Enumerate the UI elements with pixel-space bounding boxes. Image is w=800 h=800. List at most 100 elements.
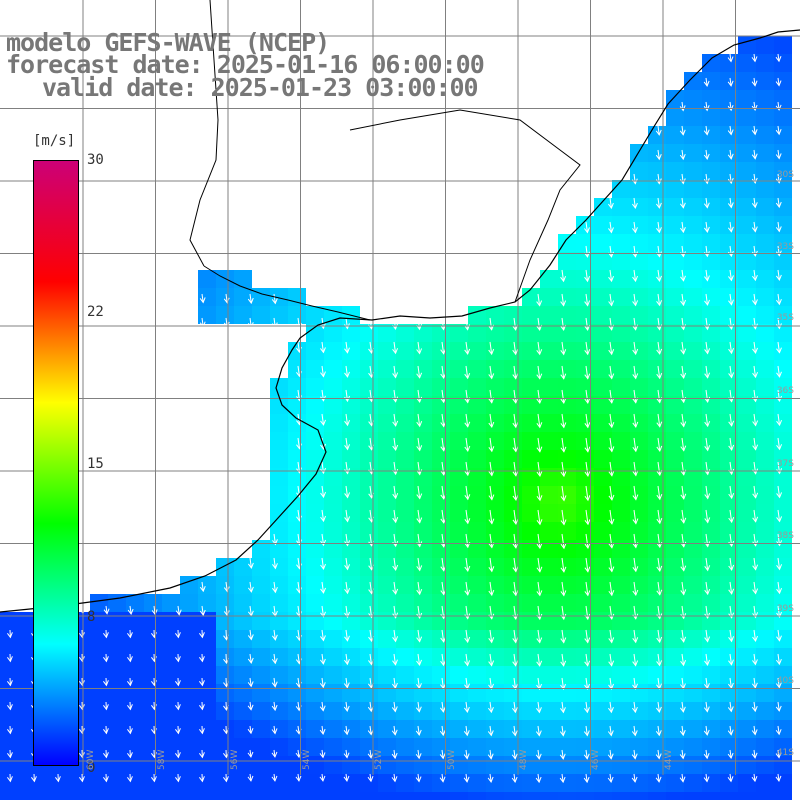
wind-speed-cell — [450, 684, 468, 702]
wind-speed-cell — [576, 738, 594, 756]
wind-speed-cell — [432, 684, 450, 702]
wind-speed-cell — [738, 234, 756, 252]
wind-arrow — [464, 485, 471, 501]
wind-speed-cell — [162, 630, 180, 648]
wind-speed-cell — [702, 108, 720, 126]
wind-arrow — [343, 701, 350, 712]
wind-arrow — [247, 653, 254, 664]
wind-speed-cell — [306, 486, 324, 504]
wind-speed-cell — [342, 432, 360, 450]
wind-arrow — [7, 749, 13, 759]
wind-speed-cell — [198, 702, 216, 720]
wind-speed-cell — [324, 504, 342, 522]
wind-arrow — [751, 149, 758, 160]
wind-speed-cell — [504, 522, 522, 540]
wind-speed-cell — [252, 666, 270, 684]
wind-speed-cell — [522, 702, 540, 720]
wind-speed-cell — [540, 414, 558, 432]
wind-arrow — [344, 557, 351, 571]
wind-speed-cell — [558, 576, 576, 594]
wind-speed-cell — [738, 306, 756, 324]
wind-arrow — [488, 389, 495, 404]
wind-speed-cell — [288, 540, 306, 558]
wind-speed-cell — [648, 504, 666, 522]
wind-speed-cell — [234, 576, 252, 594]
wind-speed-cell — [594, 774, 612, 792]
wind-speed-cell — [756, 360, 774, 378]
wind-speed-cell — [306, 396, 324, 414]
wind-speed-cell — [738, 540, 756, 558]
wind-speed-cell — [540, 324, 558, 342]
wind-speed-cell — [666, 594, 684, 612]
wind-arrow — [415, 701, 422, 713]
wind-speed-cell — [306, 504, 324, 522]
wind-arrow — [416, 557, 423, 572]
wind-speed-cell — [648, 396, 666, 414]
wind-arrow — [776, 365, 782, 378]
wind-arrow — [727, 749, 734, 760]
wind-speed-cell — [90, 720, 108, 738]
wind-arrow — [632, 437, 639, 453]
wind-speed-cell — [540, 558, 558, 576]
wind-arrow — [464, 509, 471, 525]
wind-arrow — [416, 341, 423, 355]
wind-speed-cell — [396, 414, 414, 432]
wind-speed-cell — [612, 612, 630, 630]
wind-speed-cell — [414, 432, 432, 450]
wind-speed-cell — [774, 216, 792, 234]
wind-speed-cell — [630, 234, 648, 252]
wind-speed-cell — [414, 630, 432, 648]
wind-arrow — [416, 437, 423, 452]
wind-speed-cell — [324, 378, 342, 396]
wind-speed-cell — [342, 486, 360, 504]
wind-speed-cell — [648, 162, 666, 180]
wind-speed-cell — [270, 648, 288, 666]
lon-label: 54W — [302, 749, 312, 770]
wind-speed-cell — [756, 378, 774, 396]
wind-speed-cell — [594, 720, 612, 738]
wind-speed-cell — [612, 306, 630, 324]
wind-arrow — [727, 77, 734, 87]
wind-speed-cell — [396, 360, 414, 378]
wind-speed-cell — [774, 360, 792, 378]
wind-speed-cell — [468, 396, 486, 414]
wind-arrow — [175, 629, 181, 639]
wind-speed-cell — [756, 180, 774, 198]
wind-speed-cell — [756, 216, 774, 234]
wind-speed-cell — [306, 684, 324, 702]
wind-speed-cell — [342, 360, 360, 378]
wind-speed-cell — [540, 360, 558, 378]
wind-speed-cell — [198, 756, 216, 774]
wind-speed-cell — [270, 612, 288, 630]
wind-arrow — [704, 269, 710, 282]
wind-speed-cell — [558, 684, 576, 702]
wind-arrow — [680, 629, 687, 643]
wind-speed-cell — [396, 558, 414, 576]
wind-speed-cell — [540, 774, 558, 792]
wind-speed-cell — [288, 792, 306, 800]
wind-speed-cell — [90, 792, 108, 800]
wind-speed-cell — [378, 558, 396, 576]
wind-arrow — [608, 389, 615, 404]
wind-arrow — [656, 485, 663, 501]
wind-speed-cell — [378, 414, 396, 432]
wind-speed-cell — [288, 414, 306, 432]
wind-speed-cell — [630, 324, 648, 342]
wind-speed-cell — [468, 468, 486, 486]
wind-speed-cell — [774, 486, 792, 504]
wind-speed-cell — [414, 360, 432, 378]
wind-speed-cell — [774, 36, 792, 54]
wind-arrow — [608, 269, 615, 283]
wind-speed-cell — [90, 630, 108, 648]
wind-speed-cell — [594, 378, 612, 396]
wind-speed-cell — [216, 774, 234, 792]
wind-speed-cell — [648, 468, 666, 486]
wind-speed-cell — [702, 90, 720, 108]
wind-speed-cell — [576, 378, 594, 396]
wind-speed-cell — [522, 540, 540, 558]
wind-arrow — [680, 269, 686, 282]
wind-speed-cell — [630, 702, 648, 720]
wind-arrow — [583, 725, 590, 737]
wind-speed-cell — [324, 342, 342, 360]
wind-arrow — [728, 629, 735, 643]
